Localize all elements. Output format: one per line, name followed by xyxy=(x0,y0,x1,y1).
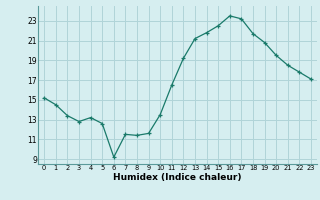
X-axis label: Humidex (Indice chaleur): Humidex (Indice chaleur) xyxy=(113,173,242,182)
